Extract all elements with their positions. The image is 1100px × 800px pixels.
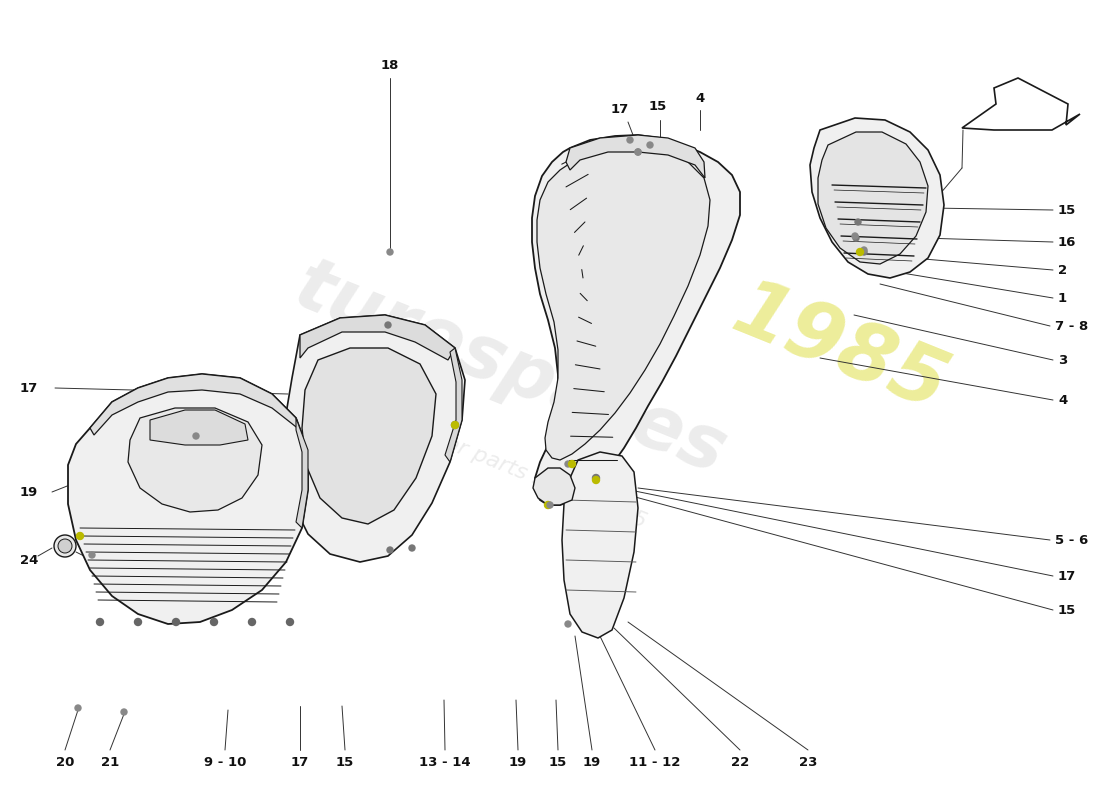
Circle shape: [385, 322, 390, 328]
Polygon shape: [537, 145, 710, 460]
Circle shape: [635, 149, 641, 155]
Polygon shape: [68, 374, 308, 624]
Circle shape: [544, 502, 551, 508]
Circle shape: [857, 249, 864, 255]
Circle shape: [544, 502, 551, 509]
Polygon shape: [296, 418, 308, 528]
Text: 17: 17: [20, 382, 38, 394]
Text: 17: 17: [610, 103, 629, 116]
Circle shape: [192, 433, 199, 439]
Text: 19: 19: [20, 486, 38, 498]
Circle shape: [387, 249, 393, 255]
Text: 2: 2: [1058, 263, 1067, 277]
Polygon shape: [534, 468, 575, 505]
Text: 15: 15: [1058, 603, 1076, 617]
Polygon shape: [562, 452, 638, 638]
Circle shape: [121, 709, 126, 715]
Polygon shape: [810, 118, 944, 278]
Text: 7 - 8: 7 - 8: [1055, 319, 1088, 333]
Polygon shape: [300, 315, 455, 360]
Circle shape: [852, 233, 858, 239]
Circle shape: [565, 621, 571, 627]
Text: turospares: turospares: [284, 250, 737, 490]
Circle shape: [861, 247, 867, 253]
Text: 21: 21: [101, 756, 119, 769]
Circle shape: [647, 142, 653, 148]
Text: 24: 24: [20, 554, 38, 566]
Polygon shape: [566, 135, 705, 178]
Circle shape: [547, 502, 553, 508]
Text: 15: 15: [1058, 203, 1076, 217]
Circle shape: [77, 533, 82, 539]
Circle shape: [75, 705, 81, 711]
Circle shape: [173, 618, 179, 626]
Polygon shape: [150, 410, 248, 445]
Text: 11 - 12: 11 - 12: [629, 756, 681, 769]
Circle shape: [451, 422, 459, 429]
Circle shape: [77, 533, 84, 539]
Text: 17: 17: [290, 756, 309, 769]
Circle shape: [134, 618, 142, 626]
Circle shape: [852, 235, 859, 241]
Polygon shape: [285, 315, 465, 562]
Text: 3: 3: [1058, 354, 1067, 366]
Text: 15: 15: [336, 756, 354, 769]
Text: 16: 16: [1058, 235, 1077, 249]
Text: 23: 23: [799, 756, 817, 769]
Text: a passion for parts since 1985: a passion for parts since 1985: [330, 388, 650, 532]
Circle shape: [249, 618, 255, 626]
Circle shape: [565, 461, 571, 467]
Polygon shape: [302, 348, 436, 524]
Text: 4: 4: [695, 92, 705, 105]
Polygon shape: [128, 408, 262, 512]
Circle shape: [97, 618, 103, 626]
Circle shape: [635, 149, 641, 155]
Circle shape: [855, 219, 861, 225]
Polygon shape: [532, 135, 740, 505]
Polygon shape: [962, 78, 1080, 130]
Circle shape: [569, 461, 575, 467]
Ellipse shape: [54, 535, 76, 557]
Text: 18: 18: [381, 59, 399, 72]
Circle shape: [861, 249, 867, 255]
Circle shape: [210, 618, 218, 626]
Circle shape: [593, 474, 600, 482]
Text: 4: 4: [1058, 394, 1067, 406]
Text: 1985: 1985: [722, 272, 958, 428]
Text: 5 - 6: 5 - 6: [1055, 534, 1088, 546]
Text: 13 - 14: 13 - 14: [419, 756, 471, 769]
Circle shape: [409, 545, 415, 551]
Circle shape: [286, 618, 294, 626]
Text: 22: 22: [730, 756, 749, 769]
Text: 15: 15: [649, 100, 667, 113]
Text: 19: 19: [583, 756, 601, 769]
Circle shape: [627, 137, 632, 143]
Text: 15: 15: [549, 756, 568, 769]
Text: 1: 1: [1058, 291, 1067, 305]
Polygon shape: [446, 348, 462, 462]
Text: 17: 17: [1058, 570, 1076, 582]
Polygon shape: [818, 132, 928, 264]
Text: 9 - 10: 9 - 10: [204, 756, 246, 769]
Text: 19: 19: [509, 756, 527, 769]
Text: 20: 20: [56, 756, 74, 769]
Circle shape: [593, 477, 600, 483]
Circle shape: [89, 552, 95, 558]
Polygon shape: [90, 374, 300, 435]
Circle shape: [451, 422, 459, 429]
Circle shape: [387, 547, 393, 553]
Ellipse shape: [58, 539, 72, 553]
